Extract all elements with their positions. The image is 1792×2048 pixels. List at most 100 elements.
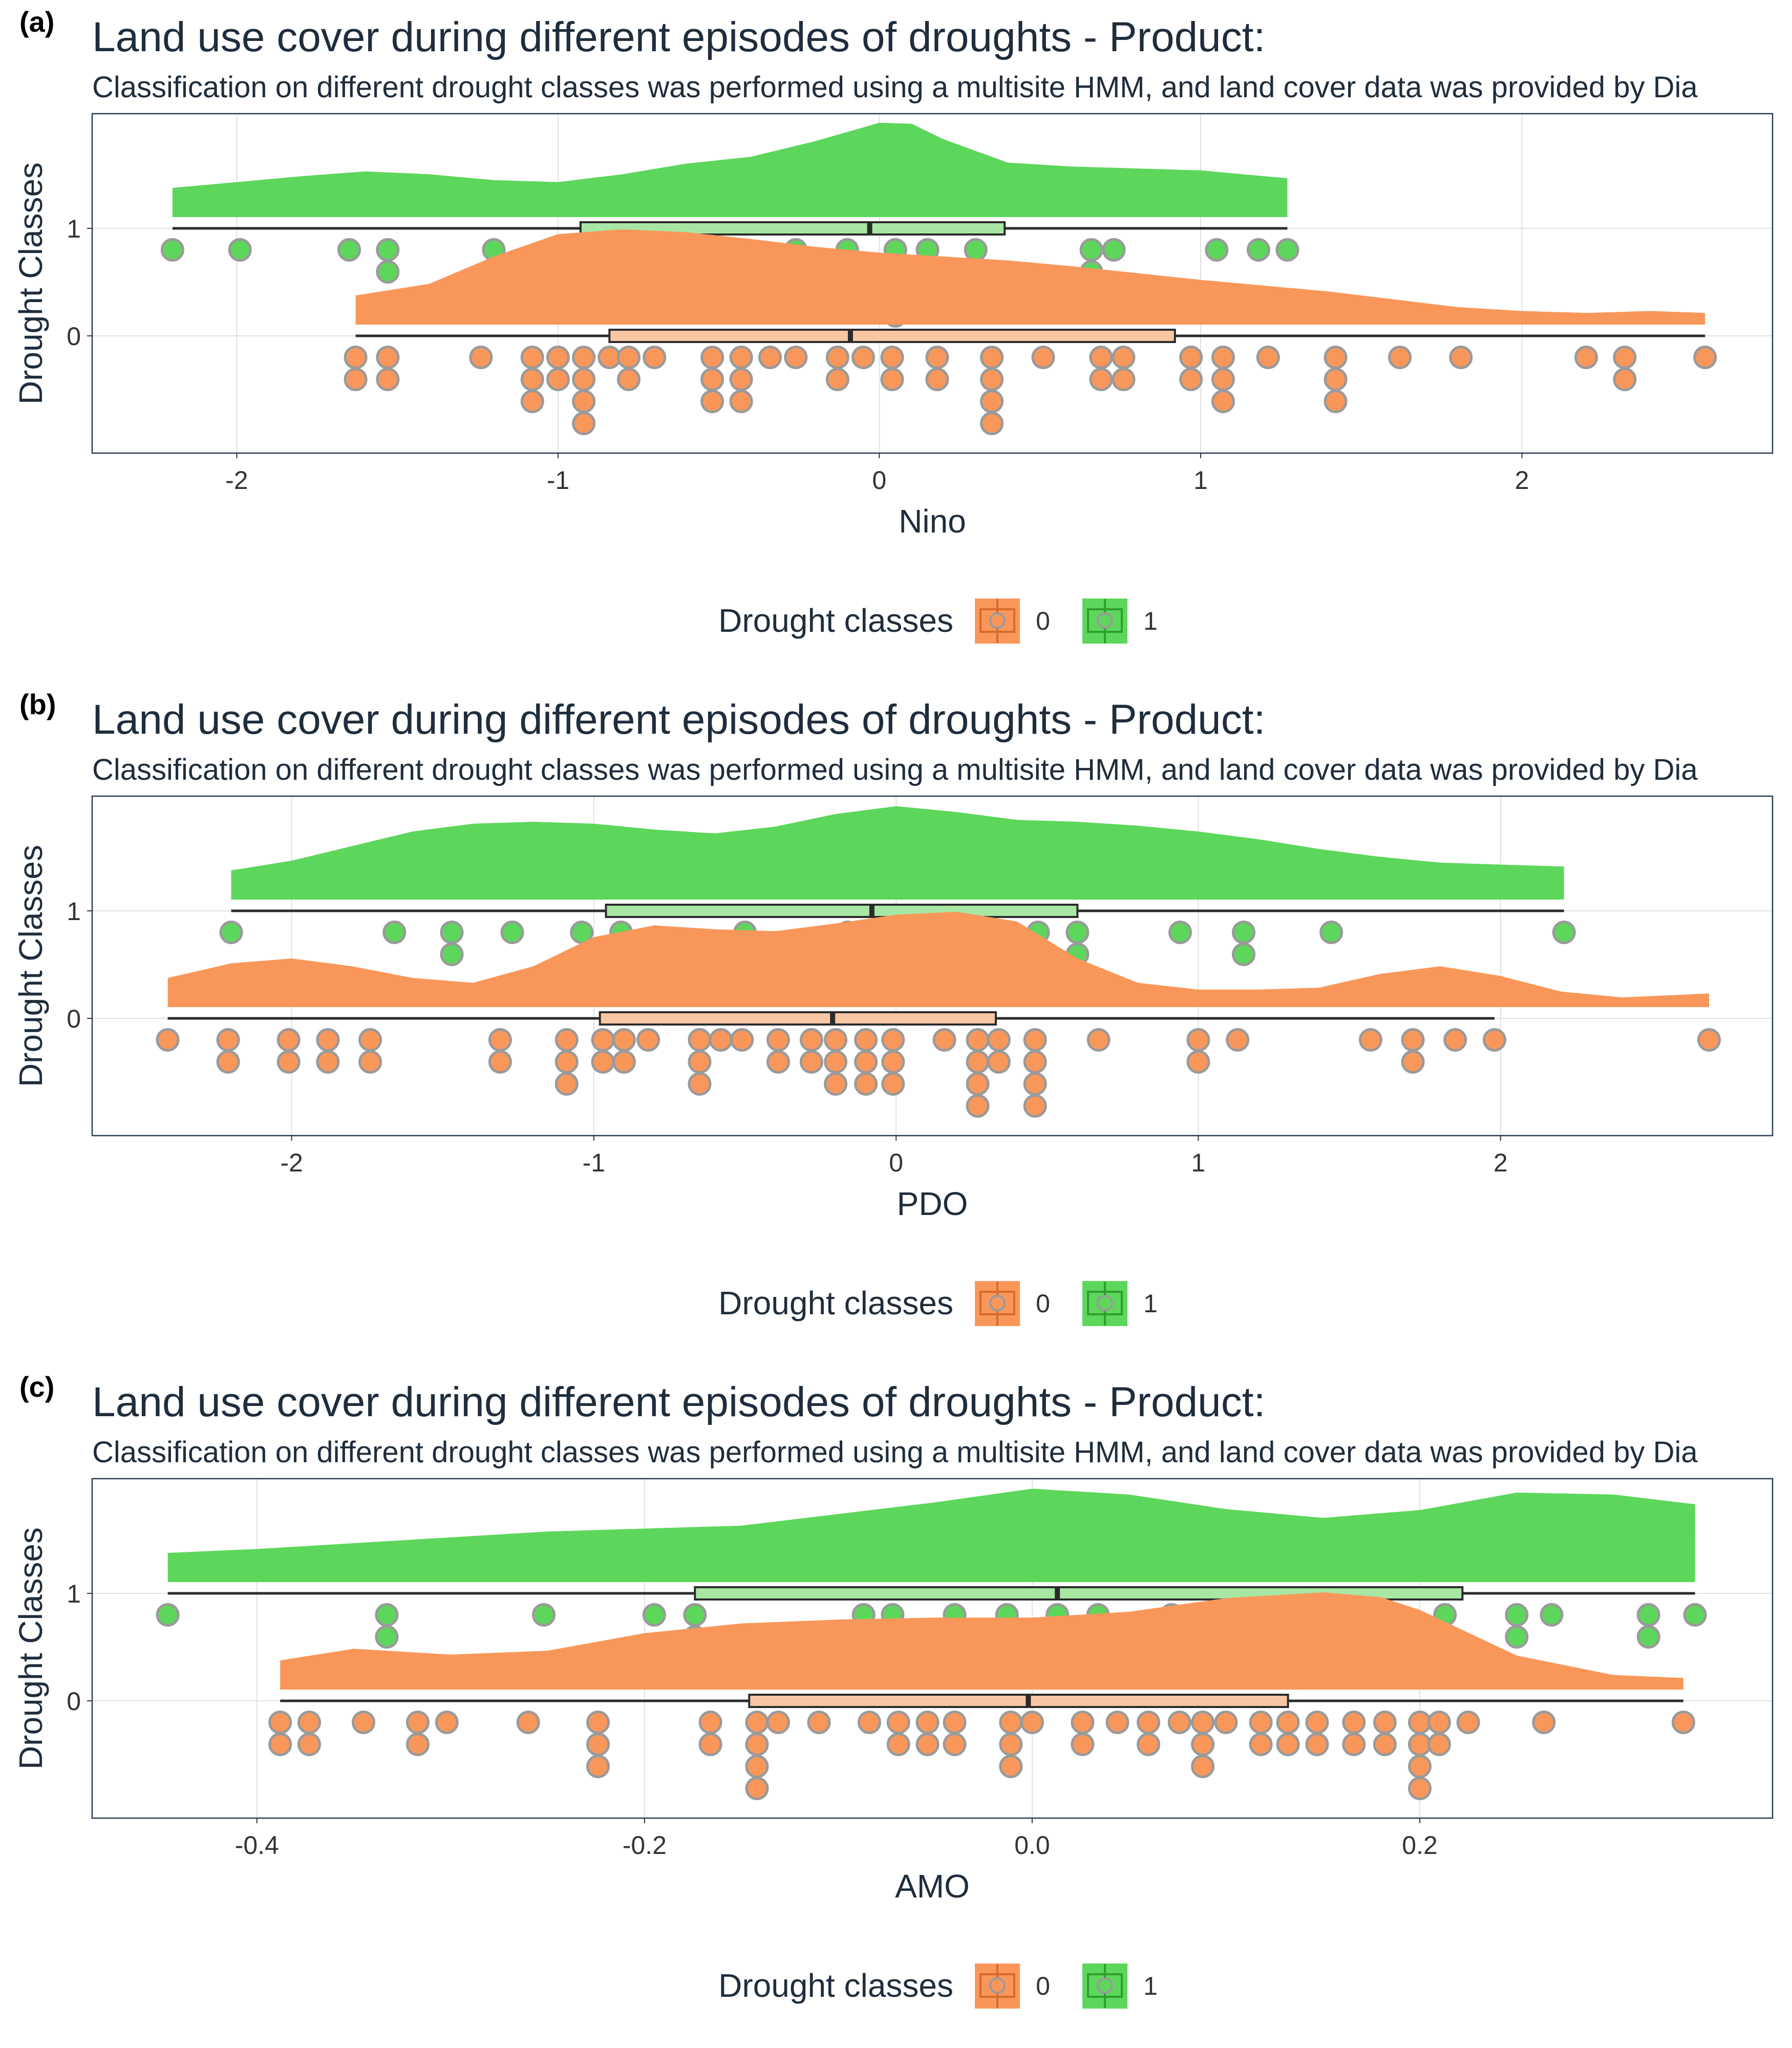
data-point-class-1 (375, 1625, 399, 1649)
legend-key-point (989, 1977, 1006, 1994)
data-point-class-0 (351, 1711, 375, 1734)
data-point-class-0 (766, 1050, 790, 1074)
legend-key-box (979, 608, 1015, 633)
data-point-class-0 (1324, 390, 1348, 413)
data-point-class-0 (1408, 1711, 1432, 1734)
legend-key-point (989, 612, 1006, 629)
data-point-class-1 (1275, 238, 1299, 262)
data-point-class-0 (999, 1733, 1023, 1756)
x-tick-label: 1 (1191, 1148, 1206, 1177)
data-point-class-0 (698, 1733, 722, 1756)
data-point-class-0 (1186, 1028, 1210, 1052)
legend-key-box (979, 1291, 1015, 1315)
data-point-class-1 (1540, 1603, 1564, 1627)
data-point-class-0 (999, 1755, 1023, 1778)
data-point-class-0 (1305, 1733, 1329, 1756)
data-point-class-0 (520, 368, 544, 391)
data-point-class-0 (851, 346, 876, 369)
x-tick-label: 0 (872, 466, 887, 495)
data-point-class-0 (572, 346, 596, 369)
data-point-class-1 (1065, 921, 1090, 944)
data-point-class-0 (980, 368, 1004, 391)
legend-title: Drought classes (718, 602, 953, 639)
panel-a: (a) Land use cover during different episo… (12, 6, 1774, 644)
legend-title: Drought classes (718, 1285, 953, 1321)
data-point-class-0 (1214, 1711, 1238, 1734)
x-tick-label: -2 (280, 1148, 303, 1177)
data-point-class-0 (546, 346, 570, 369)
plot-border (91, 1478, 1774, 1819)
data-point-class-1 (219, 921, 243, 944)
data-point-class-0 (1373, 1711, 1397, 1734)
data-point-class-0 (1112, 346, 1136, 369)
data-point-class-0 (1023, 1050, 1047, 1074)
panel-b: (b) Land use cover during different episo… (12, 688, 1774, 1326)
x-axis-title: AMO (895, 1868, 970, 1905)
data-point-class-0 (1112, 368, 1136, 391)
data-point-class-0 (698, 1711, 722, 1734)
data-point-class-0 (987, 1028, 1011, 1052)
data-point-class-0 (1186, 1050, 1210, 1074)
data-point-class-1 (376, 238, 400, 262)
data-point-class-0 (586, 1733, 610, 1756)
x-tick-label: 2 (1494, 1148, 1508, 1177)
data-point-class-0 (1020, 1711, 1044, 1734)
legend-key-icon (1082, 599, 1127, 644)
data-point-class-0 (612, 1028, 636, 1052)
data-point-class-0 (1137, 1711, 1161, 1734)
x-axis-title: PDO (897, 1185, 968, 1222)
legend-label: 1 (1143, 1972, 1158, 2000)
data-point-class-0 (824, 1072, 848, 1096)
data-point-class-0 (488, 1050, 512, 1074)
data-point-class-0 (966, 1050, 990, 1074)
data-point-class-0 (1305, 1711, 1329, 1734)
data-point-class-0 (297, 1733, 321, 1756)
data-point-class-0 (1532, 1711, 1556, 1734)
data-point-class-0 (516, 1711, 540, 1734)
data-point-class-0 (1276, 1711, 1300, 1734)
data-point-class-0 (643, 346, 667, 369)
density-cloud-class-1 (231, 806, 1564, 900)
data-point-class-0 (700, 368, 724, 391)
data-point-class-0 (616, 346, 641, 369)
data-point-class-0 (709, 1028, 733, 1052)
data-point-class-1 (1636, 1625, 1660, 1649)
data-point-class-0 (745, 1755, 769, 1778)
box-class-1 (605, 904, 1079, 918)
data-point-class-0 (572, 368, 596, 391)
data-point-class-0 (999, 1711, 1023, 1734)
data-point-class-1 (228, 238, 252, 262)
data-point-class-0 (1086, 1028, 1111, 1052)
data-point-class-0 (1324, 346, 1348, 369)
data-point-class-0 (1179, 346, 1203, 369)
legend-label: 0 (1036, 1289, 1050, 1318)
data-point-class-0 (745, 1777, 769, 1800)
data-point-class-0 (745, 1733, 769, 1756)
data-point-class-0 (156, 1028, 180, 1052)
data-point-class-0 (854, 1072, 878, 1096)
data-point-class-0 (1089, 368, 1113, 391)
data-point-class-0 (854, 1050, 878, 1074)
data-point-class-0 (520, 346, 544, 369)
legend-key-icon (1082, 1964, 1127, 2009)
data-point-class-0 (1023, 1028, 1047, 1052)
data-point-class-0 (729, 368, 753, 391)
data-point-class-0 (1408, 1777, 1432, 1800)
data-point-class-0 (586, 1755, 610, 1778)
data-point-class-0 (435, 1711, 459, 1734)
data-point-class-0 (1089, 346, 1113, 369)
plot-border (91, 795, 1774, 1137)
plot-area (156, 1488, 1707, 1800)
legend-key-point (1097, 1295, 1113, 1311)
data-point-class-0 (688, 1050, 712, 1074)
data-point-class-1 (1246, 238, 1270, 262)
density-cloud-class-1 (167, 1488, 1695, 1582)
data-point-class-1 (375, 1603, 399, 1627)
y-tick-label: 1 (67, 1580, 81, 1608)
x-tick-label: 0.0 (1014, 1831, 1050, 1860)
density-cloud-class-1 (172, 122, 1288, 217)
data-point-class-0 (784, 346, 808, 369)
legend: Drought classes 0 1 (718, 1964, 1158, 2009)
data-point-class-0 (1137, 1733, 1161, 1756)
